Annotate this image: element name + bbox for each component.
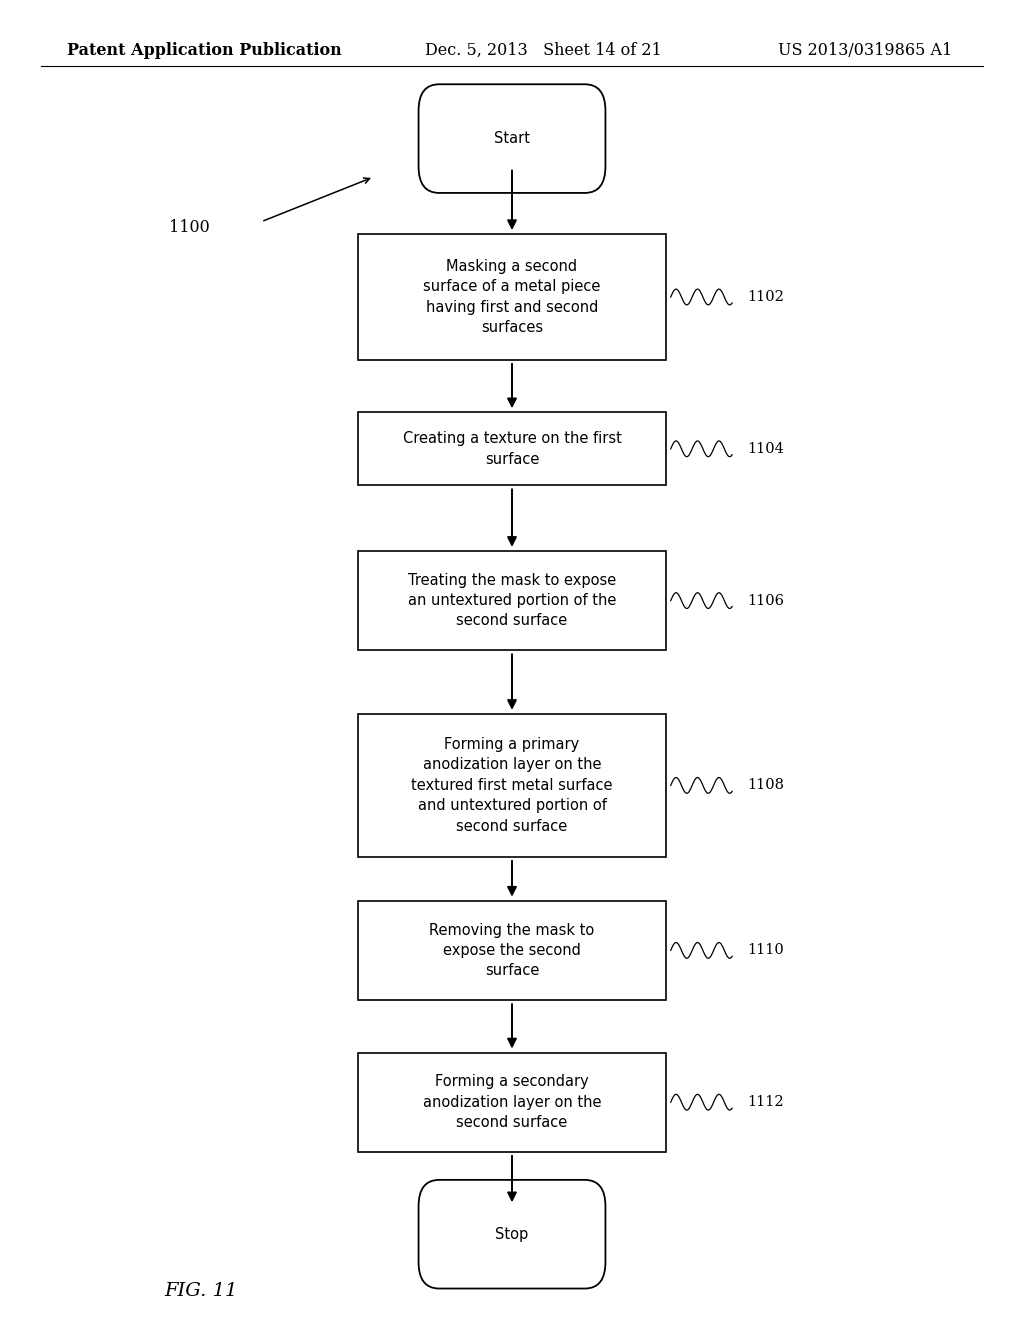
FancyBboxPatch shape xyxy=(358,714,666,857)
Text: 1112: 1112 xyxy=(748,1096,784,1109)
FancyBboxPatch shape xyxy=(419,1180,605,1288)
Text: FIG. 11: FIG. 11 xyxy=(164,1282,238,1300)
Text: Dec. 5, 2013   Sheet 14 of 21: Dec. 5, 2013 Sheet 14 of 21 xyxy=(425,42,662,58)
Text: Treating the mask to expose
an untextured portion of the
second surface: Treating the mask to expose an untexture… xyxy=(408,573,616,628)
Text: Forming a secondary
anodization layer on the
second surface: Forming a secondary anodization layer on… xyxy=(423,1074,601,1130)
Text: US 2013/0319865 A1: US 2013/0319865 A1 xyxy=(778,42,952,58)
FancyBboxPatch shape xyxy=(358,900,666,1001)
Text: Creating a texture on the first
surface: Creating a texture on the first surface xyxy=(402,432,622,466)
Text: 1110: 1110 xyxy=(748,944,784,957)
Text: Forming a primary
anodization layer on the
textured first metal surface
and unte: Forming a primary anodization layer on t… xyxy=(412,737,612,834)
Text: Masking a second
surface of a metal piece
having first and second
surfaces: Masking a second surface of a metal piec… xyxy=(423,259,601,335)
Text: Removing the mask to
expose the second
surface: Removing the mask to expose the second s… xyxy=(429,923,595,978)
Text: 1104: 1104 xyxy=(748,442,784,455)
Text: 1106: 1106 xyxy=(748,594,784,607)
Text: 1102: 1102 xyxy=(748,290,784,304)
Text: 1100: 1100 xyxy=(169,219,210,235)
FancyBboxPatch shape xyxy=(358,1053,666,1151)
FancyBboxPatch shape xyxy=(358,412,666,484)
FancyBboxPatch shape xyxy=(358,235,666,359)
Text: 1108: 1108 xyxy=(748,779,784,792)
Text: Stop: Stop xyxy=(496,1226,528,1242)
Text: Start: Start xyxy=(494,131,530,147)
Text: Patent Application Publication: Patent Application Publication xyxy=(67,42,341,58)
FancyBboxPatch shape xyxy=(419,84,605,193)
FancyBboxPatch shape xyxy=(358,552,666,649)
